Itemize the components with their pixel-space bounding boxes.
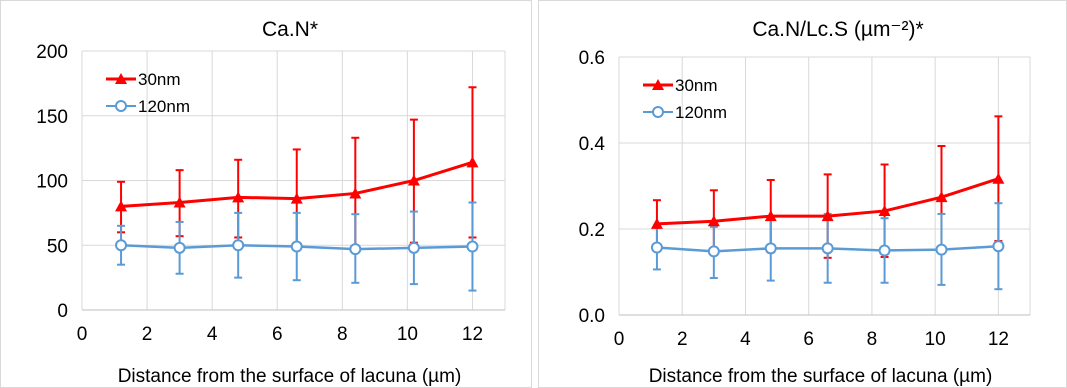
data-point [232,191,245,203]
legend-label: 30nm [675,76,718,95]
data-point [707,245,720,258]
data-point [466,240,479,253]
data-point [232,239,245,252]
x-tick-label: 10 [925,329,946,350]
y-tick-label: 0.6 [579,48,605,69]
y-tick-labels: 0 50 100 150 200 [36,42,68,322]
data-point [650,241,663,254]
x-tick-label: 12 [462,324,483,345]
gridlines [619,56,1031,315]
x-axis-label: Distance from the surface of lacuna (µm) [118,366,462,387]
data-point [764,210,777,222]
legend: 30nm 120nm [106,70,190,116]
chart-separator [532,0,538,388]
y-tick-label: 200 [36,42,68,63]
x-tick-label: 2 [142,324,153,345]
data-point [290,240,303,253]
legend-marker [115,73,127,84]
data-point [115,200,128,212]
x-tick-label: 8 [337,324,348,345]
y-tick-label: 0.4 [579,134,606,155]
chart-ca-n-lc-s: 0 2 4 6 8 10 12 0.0 0.2 0.4 0.6 Ca.N/Lc.S (µm⁻²)* Di… [579,18,1031,387]
data-point [407,174,420,186]
x-tick-label: 10 [397,324,418,345]
data-point [650,217,663,229]
data-point [349,243,362,256]
x-axis-label: Distance from the surface of lacuna (µm) [649,366,993,387]
x-tick-label: 0 [614,329,625,350]
x-tick-label: 0 [77,324,88,345]
data-point [935,243,948,256]
x-tick-labels: 0 2 4 6 8 10 12 [614,329,1009,350]
legend-label: 30nm [138,70,181,89]
legend-label: 120nm [675,103,727,122]
x-tick-label: 6 [803,329,814,350]
data-point [173,241,186,254]
y-tick-label: 0 [57,301,68,322]
data-point [707,215,720,227]
y-tick-label: 0.2 [579,220,605,241]
chart-panel-ca-n: 0 2 4 6 8 10 12 0 50 100 150 200 Ca.N* Distance from … [0,0,532,388]
markers-30nm [115,156,479,212]
x-tick-label: 8 [867,329,878,350]
y-tick-label: 150 [36,107,68,128]
x-tick-label: 2 [677,329,688,350]
markers-120nm [115,239,479,256]
chart-title: Ca.N* [262,18,318,41]
data-point [878,204,891,216]
data-point [992,240,1005,253]
x-tick-label: 6 [272,324,283,345]
data-point [349,187,362,199]
y-tick-labels: 0.0 0.2 0.4 0.6 [579,48,606,327]
markers-30nm [650,172,1005,229]
chart-panel-ca-n-lc-s: 0 2 4 6 8 10 12 0.0 0.2 0.4 0.6 Ca.N/Lc.S (µm⁻²)* Di… [538,0,1067,388]
markers-120nm [650,240,1005,258]
data-point [878,244,891,257]
data-point [992,172,1005,184]
legend: 30nm 120nm [643,76,727,122]
legend-label: 120nm [138,97,190,116]
x-tick-label: 4 [207,324,218,345]
chart-ca-n: 0 2 4 6 8 10 12 0 50 100 150 200 Ca.N* Distance from … [36,18,506,387]
legend-marker [652,79,664,90]
y-tick-label: 0.0 [579,306,605,327]
data-point [821,242,834,255]
data-point [290,192,303,204]
chart-title: Ca.N/Lc.S (µm⁻²)* [752,18,923,41]
legend-marker [652,106,664,118]
data-point [173,196,186,208]
data-point [821,210,834,222]
x-tick-label: 12 [988,329,1009,350]
data-point [764,242,777,255]
data-point [935,191,948,203]
y-tick-label: 50 [47,236,68,257]
y-tick-label: 100 [36,172,68,193]
x-tick-label: 4 [740,329,751,350]
gridlines [82,50,506,310]
x-tick-labels: 0 2 4 6 8 10 12 [77,324,483,345]
data-point [466,156,479,168]
data-point [115,239,128,252]
legend-marker [115,100,127,112]
data-point [407,241,420,254]
